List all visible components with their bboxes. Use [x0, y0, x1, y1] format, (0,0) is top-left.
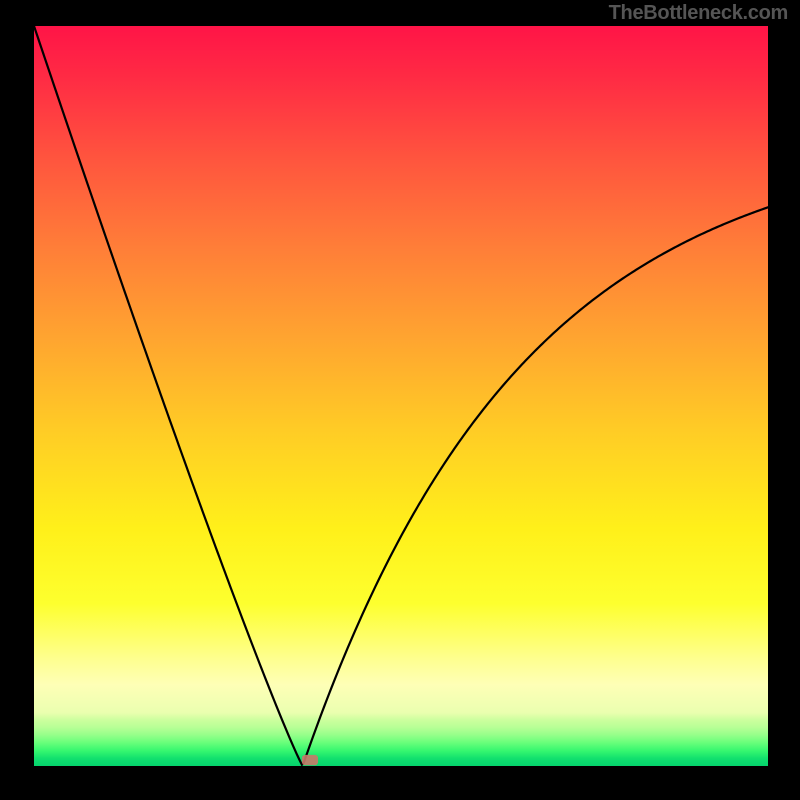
chart-container: TheBottleneck.com: [0, 0, 800, 800]
plot-background: [34, 26, 768, 766]
plot-area: [34, 26, 768, 766]
plot-svg: [34, 26, 768, 766]
watermark-label: TheBottleneck.com: [609, 2, 788, 25]
min-marker: [302, 755, 318, 765]
